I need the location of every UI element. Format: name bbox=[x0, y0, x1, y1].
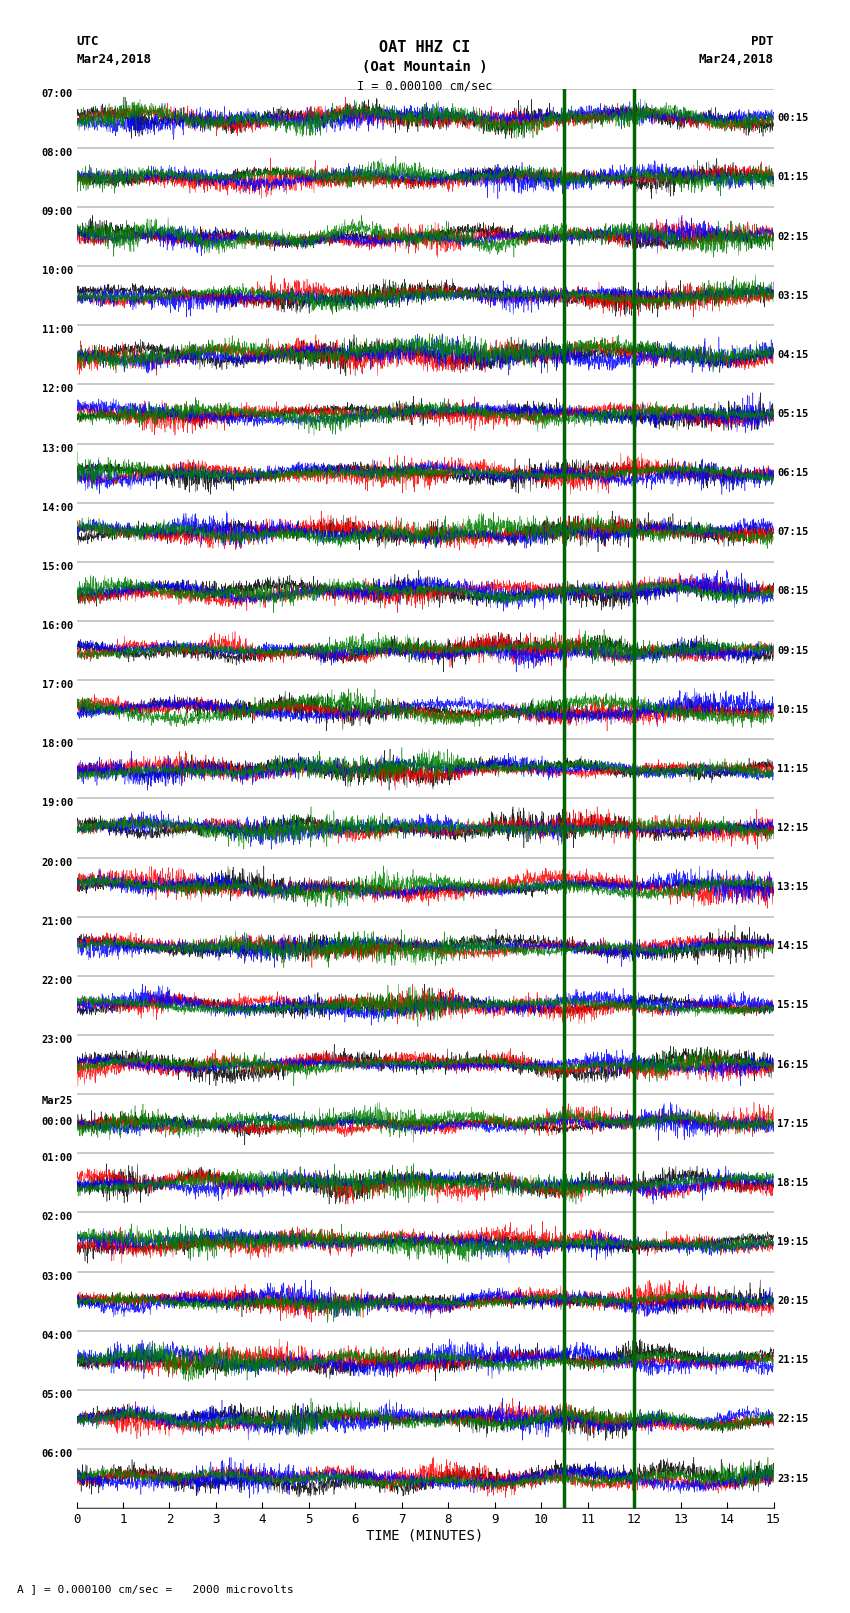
Text: 05:15: 05:15 bbox=[777, 410, 808, 419]
Text: 20:15: 20:15 bbox=[777, 1297, 808, 1307]
Text: 00:15: 00:15 bbox=[777, 113, 808, 123]
Text: 04:15: 04:15 bbox=[777, 350, 808, 360]
Text: 15:00: 15:00 bbox=[42, 561, 73, 573]
Text: 10:00: 10:00 bbox=[42, 266, 73, 276]
Text: 18:00: 18:00 bbox=[42, 739, 73, 750]
Text: 03:00: 03:00 bbox=[42, 1271, 73, 1282]
Text: 02:00: 02:00 bbox=[42, 1213, 73, 1223]
Text: Mar25: Mar25 bbox=[42, 1095, 73, 1105]
Text: 23:15: 23:15 bbox=[777, 1474, 808, 1484]
Text: 07:15: 07:15 bbox=[777, 527, 808, 537]
Text: PDT: PDT bbox=[751, 35, 774, 48]
Text: 19:00: 19:00 bbox=[42, 798, 73, 808]
Text: 08:15: 08:15 bbox=[777, 587, 808, 597]
Text: Mar24,2018: Mar24,2018 bbox=[699, 53, 774, 66]
Text: 03:15: 03:15 bbox=[777, 290, 808, 300]
Text: 04:00: 04:00 bbox=[42, 1331, 73, 1340]
Text: 17:15: 17:15 bbox=[777, 1119, 808, 1129]
Text: I = 0.000100 cm/sec: I = 0.000100 cm/sec bbox=[357, 79, 493, 92]
Text: 14:00: 14:00 bbox=[42, 503, 73, 513]
Text: 19:15: 19:15 bbox=[777, 1237, 808, 1247]
Text: 10:15: 10:15 bbox=[777, 705, 808, 715]
Text: 22:00: 22:00 bbox=[42, 976, 73, 986]
Text: 11:00: 11:00 bbox=[42, 326, 73, 336]
Text: 16:15: 16:15 bbox=[777, 1060, 808, 1069]
Text: 01:00: 01:00 bbox=[42, 1153, 73, 1163]
Text: 16:00: 16:00 bbox=[42, 621, 73, 631]
Text: 14:15: 14:15 bbox=[777, 942, 808, 952]
Text: 21:15: 21:15 bbox=[777, 1355, 808, 1365]
Text: 15:15: 15:15 bbox=[777, 1000, 808, 1010]
Text: A ] = 0.000100 cm/sec =   2000 microvolts: A ] = 0.000100 cm/sec = 2000 microvolts bbox=[17, 1584, 294, 1594]
Text: (Oat Mountain ): (Oat Mountain ) bbox=[362, 60, 488, 74]
Text: 08:00: 08:00 bbox=[42, 148, 73, 158]
Text: 07:00: 07:00 bbox=[42, 89, 73, 98]
Text: 01:15: 01:15 bbox=[777, 173, 808, 182]
Text: 11:15: 11:15 bbox=[777, 765, 808, 774]
Text: UTC: UTC bbox=[76, 35, 99, 48]
Text: 18:15: 18:15 bbox=[777, 1177, 808, 1187]
Text: 20:00: 20:00 bbox=[42, 858, 73, 868]
Text: 13:15: 13:15 bbox=[777, 882, 808, 892]
Text: 23:00: 23:00 bbox=[42, 1036, 73, 1045]
Text: 12:00: 12:00 bbox=[42, 384, 73, 395]
Text: 21:00: 21:00 bbox=[42, 916, 73, 927]
Text: 02:15: 02:15 bbox=[777, 232, 808, 242]
Text: 06:15: 06:15 bbox=[777, 468, 808, 477]
X-axis label: TIME (MINUTES): TIME (MINUTES) bbox=[366, 1529, 484, 1542]
Text: Mar24,2018: Mar24,2018 bbox=[76, 53, 151, 66]
Text: 22:15: 22:15 bbox=[777, 1415, 808, 1424]
Text: 05:00: 05:00 bbox=[42, 1390, 73, 1400]
Text: 09:00: 09:00 bbox=[42, 206, 73, 218]
Text: 00:00: 00:00 bbox=[42, 1116, 73, 1126]
Text: 17:00: 17:00 bbox=[42, 681, 73, 690]
Text: 09:15: 09:15 bbox=[777, 645, 808, 655]
Text: 06:00: 06:00 bbox=[42, 1448, 73, 1460]
Text: 13:00: 13:00 bbox=[42, 444, 73, 453]
Text: OAT HHZ CI: OAT HHZ CI bbox=[379, 40, 471, 55]
Text: 12:15: 12:15 bbox=[777, 823, 808, 832]
